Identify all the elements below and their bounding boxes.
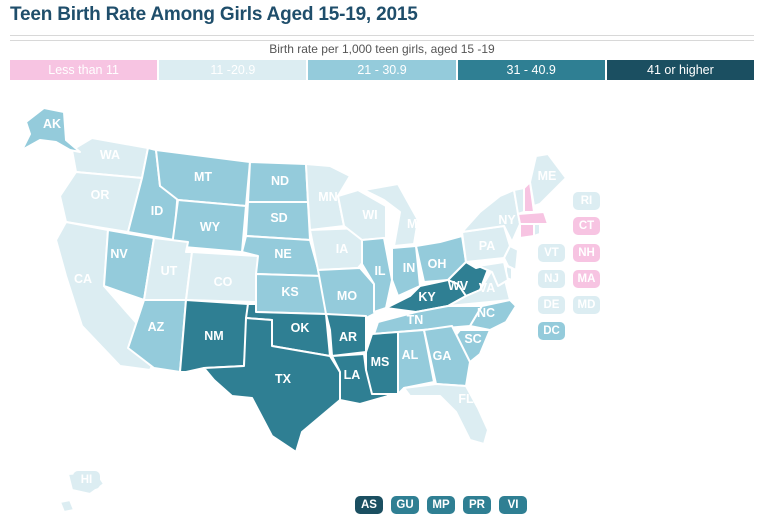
state-ak[interactable] [21, 107, 81, 153]
label-co: CO [214, 275, 233, 289]
svg-text:VT: VT [544, 247, 559, 259]
label-wy: WY [200, 220, 221, 234]
label-oh: OH [428, 257, 447, 271]
svg-text:AS: AS [361, 499, 377, 511]
label-nv: NV [110, 247, 128, 261]
label-ky: KY [418, 290, 436, 304]
chip-ma[interactable]: MA [573, 270, 600, 288]
chip-ct[interactable]: CT [573, 217, 600, 235]
label-sc: SC [464, 332, 481, 346]
label-nm: NM [204, 329, 223, 343]
svg-text:GU: GU [396, 499, 413, 511]
chip-ri[interactable]: RI [573, 192, 600, 210]
label-mn: MN [318, 190, 337, 204]
label-mi: MI [407, 217, 421, 231]
label-ga: GA [433, 349, 452, 363]
label-in: IN [403, 261, 416, 275]
svg-text:CT: CT [579, 220, 594, 232]
svg-text:RI: RI [581, 195, 593, 207]
label-tx: TX [275, 372, 292, 386]
label-nd: ND [271, 174, 289, 188]
chip-de[interactable]: DE [538, 296, 565, 314]
legend-bin-1[interactable]: Less than 11 [10, 60, 158, 80]
label-tn: TN [407, 313, 424, 327]
legend: Less than 11 11 -20.9 21 - 30.9 31 - 40.… [10, 60, 755, 80]
label-ia: IA [336, 242, 349, 256]
label-id: ID [151, 204, 164, 218]
label-ca: CA [74, 272, 92, 286]
label-wv: WV [448, 279, 469, 293]
chip-nj[interactable]: NJ [538, 270, 565, 288]
label-il: IL [374, 264, 385, 278]
svg-text:MA: MA [578, 273, 596, 285]
chip-nh[interactable]: NH [573, 244, 600, 262]
state-tx[interactable] [203, 317, 341, 453]
state-fl[interactable] [403, 383, 489, 445]
state-in[interactable] [391, 245, 421, 297]
svg-text:DC: DC [543, 325, 560, 337]
territory-vi[interactable]: VI [499, 496, 527, 514]
territory-gu[interactable]: GU [391, 496, 419, 514]
state-hi-islet[interactable] [59, 499, 75, 513]
state-al[interactable] [397, 329, 435, 395]
state-mi[interactable] [363, 183, 419, 247]
title-divider [10, 35, 754, 36]
chip-md[interactable]: MD [573, 296, 600, 314]
label-ne: NE [274, 247, 291, 261]
page-title: Teen Birth Rate Among Girls Aged 15-19, … [10, 4, 418, 25]
legend-divider [10, 40, 754, 41]
legend-bin-3[interactable]: 21 - 30.9 [308, 60, 456, 80]
label-ar: AR [339, 330, 357, 344]
label-or: OR [91, 188, 110, 202]
svg-text:MD: MD [578, 299, 596, 311]
svg-text:NJ: NJ [544, 273, 559, 285]
label-va: VA [479, 281, 495, 295]
legend-bin-2[interactable]: 11 -20.9 [159, 60, 307, 80]
state-md[interactable] [477, 261, 509, 287]
label-mt: MT [194, 170, 212, 184]
svg-text:NH: NH [578, 247, 595, 259]
us-choropleth-map: WA OR CA ID NV MT WY UT CO AZ NM ND SD N… [21, 107, 600, 514]
chip-hi[interactable]: HI [73, 471, 100, 489]
label-mo: MO [337, 289, 357, 303]
state-ct[interactable] [519, 223, 535, 239]
territory-as[interactable]: AS [355, 496, 383, 514]
label-nc: NC [477, 306, 495, 320]
state-me[interactable] [529, 153, 567, 207]
state-ma[interactable] [517, 211, 549, 225]
legend-caption: Birth rate per 1,000 teen girls, aged 15… [269, 42, 495, 56]
label-ut: UT [161, 264, 178, 278]
svg-text:DE: DE [544, 299, 560, 311]
label-me: ME [538, 169, 557, 183]
legend-bin-4[interactable]: 31 - 40.9 [457, 60, 605, 80]
svg-text:PR: PR [469, 499, 486, 511]
label-sd: SD [270, 211, 287, 225]
label-ms: MS [371, 355, 390, 369]
label-az: AZ [148, 320, 165, 334]
label-ks: KS [281, 285, 298, 299]
legend-bin-5[interactable]: 41 or higher [606, 60, 755, 80]
territory-pr[interactable]: PR [463, 496, 491, 514]
state-wv[interactable] [447, 261, 491, 297]
state-ga[interactable] [423, 325, 471, 387]
label-wa: WA [100, 148, 120, 162]
territory-mp[interactable]: MP [427, 496, 455, 514]
label-al: AL [402, 348, 419, 362]
label-la: LA [344, 368, 361, 382]
state-wi[interactable] [337, 189, 387, 241]
svg-text:HI: HI [81, 474, 93, 486]
state-ri[interactable] [533, 223, 541, 237]
label-fl: FL [458, 392, 474, 406]
label-ak: AK [43, 117, 61, 131]
svg-text:MP: MP [432, 499, 450, 511]
label-pa: PA [479, 239, 495, 253]
label-ny: NY [498, 213, 516, 227]
chip-vt[interactable]: VT [538, 244, 565, 262]
chip-dc[interactable]: DC [538, 322, 565, 340]
label-wi: WI [362, 208, 377, 222]
svg-text:VI: VI [508, 499, 519, 511]
label-ok: OK [291, 321, 310, 335]
state-il[interactable] [361, 237, 393, 313]
